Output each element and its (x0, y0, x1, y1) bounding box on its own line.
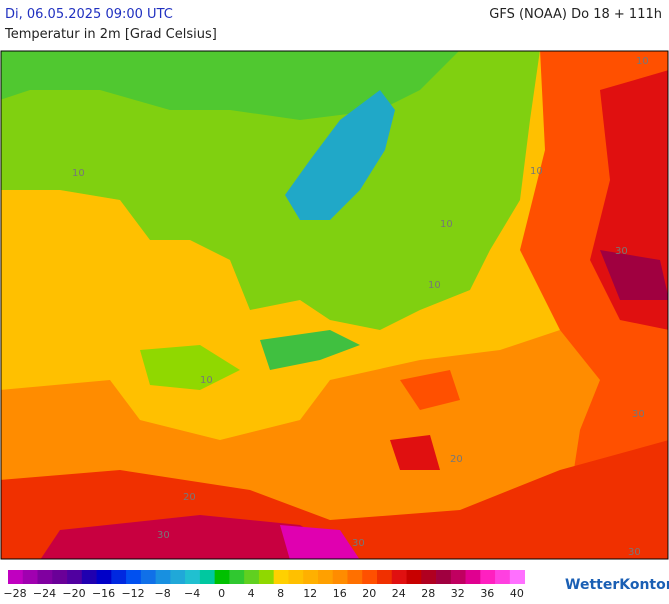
legend-label: 4 (248, 587, 255, 600)
legend-swatch (8, 570, 24, 584)
legend-label: −8 (154, 587, 170, 600)
legend-swatch (436, 570, 452, 584)
legend-swatch (22, 570, 38, 584)
legend-label: 24 (392, 587, 406, 600)
legend-swatch (52, 570, 68, 584)
legend-label: 40 (510, 587, 524, 600)
legend-swatch (37, 570, 53, 584)
map (0, 50, 669, 560)
subtitle: Temperatur in 2m [Grad Celsius] (4, 27, 217, 42)
legend-label: −12 (121, 587, 144, 600)
legend-label: 0 (218, 587, 225, 600)
legend-swatch (96, 570, 112, 584)
legend-swatch (421, 570, 437, 584)
legend-label: 20 (362, 587, 376, 600)
legend-swatch (377, 570, 393, 584)
legend-label: 36 (480, 587, 494, 600)
legend-swatch (185, 570, 201, 584)
legend-swatch (81, 570, 97, 584)
isotherm-label: 30 (352, 538, 365, 549)
legend-swatch (229, 570, 245, 584)
legend-label: 16 (333, 587, 347, 600)
legend-swatch (406, 570, 422, 584)
datetime: Di, 06.05.2025 09:00 UTC (5, 7, 173, 22)
isotherm-label: 30 (628, 547, 641, 558)
legend-swatch (509, 570, 525, 584)
model-run: GFS (NOAA) Do 18 + 111h (489, 7, 662, 22)
legend: −28 −24 −20 −16 −12 −8 −4 0 4 8 12 16 20 24 28 32 36 40 (3, 570, 525, 600)
isotherm-label: 10 (440, 219, 453, 230)
legend-label: 32 (451, 587, 465, 600)
logo: WetterKontor (565, 577, 669, 593)
legend-swatch (126, 570, 142, 584)
isotherm-label: 10 (428, 280, 441, 291)
legend-swatch (391, 570, 407, 584)
legend-swatch (495, 570, 511, 584)
legend-swatch (244, 570, 260, 584)
legend-label: −24 (33, 587, 56, 600)
legend-swatch (199, 570, 216, 584)
legend-swatch (67, 570, 83, 584)
legend-label: 8 (277, 587, 284, 600)
legend-swatch (303, 570, 319, 584)
legend-swatch (155, 570, 171, 584)
isotherm-label: 10 (72, 168, 85, 179)
legend-swatch (258, 570, 275, 584)
legend-swatch (214, 570, 230, 584)
isotherm-label: 10 (530, 166, 543, 177)
legend-label: −20 (62, 587, 85, 600)
isotherm-label: 20 (450, 454, 463, 465)
legend-label: −4 (184, 587, 200, 600)
isotherm-label: 30 (157, 530, 170, 541)
legend-swatch (273, 570, 289, 584)
legend-swatch (332, 570, 348, 584)
legend-swatch (140, 570, 156, 584)
legend-label: −16 (92, 587, 115, 600)
isotherm-label: 10 (636, 56, 649, 67)
legend-swatch (317, 570, 334, 584)
legend-label: 28 (421, 587, 435, 600)
legend-swatch (111, 570, 127, 584)
legend-label: −28 (3, 587, 26, 600)
isotherm-label: 30 (632, 409, 645, 420)
legend-swatch (288, 570, 304, 584)
legend-swatch (480, 570, 496, 584)
legend-swatch (170, 570, 186, 584)
isotherm-label: 10 (200, 375, 213, 386)
legend-swatch (362, 570, 378, 584)
legend-label: 12 (303, 587, 317, 600)
isotherm-label: 20 (183, 492, 196, 503)
isotherm-label: 30 (615, 246, 628, 257)
legend-swatch (465, 570, 481, 584)
legend-swatch (450, 570, 466, 584)
legend-swatch (347, 570, 363, 584)
